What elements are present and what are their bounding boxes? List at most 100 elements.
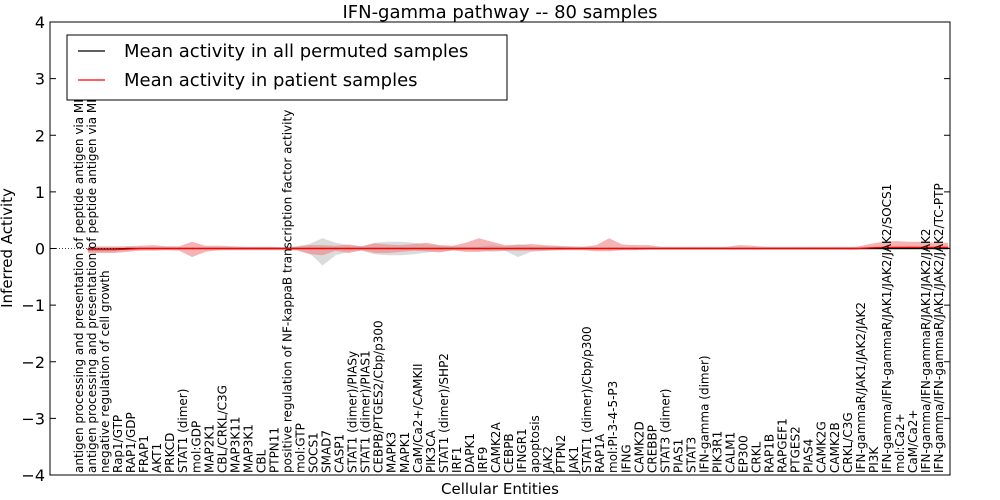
data-point [269,247,271,250]
x-tick-label: CBL [254,449,268,473]
x-tick-label: SOCS1 [307,432,321,473]
data-point [856,247,858,250]
x-tick-label: IFN-gamma/IFN-gammaR/JAK1/JAK2/JAK2 [919,228,933,473]
data-point [426,247,428,250]
data-point [660,247,662,250]
x-tick-label: RAP1B [763,434,777,473]
data-point [230,247,232,250]
entity-labels: antigen processing and presentation of p… [72,41,946,474]
data-point [634,247,636,250]
data-point [543,247,545,250]
data-point [243,247,245,250]
data-point [686,247,689,250]
x-tick-label: antigen processing and presentation of p… [72,44,86,473]
x-tick-label: PIAS1 [671,439,685,473]
data-point [478,247,480,250]
x-tick-label: DAPK1 [463,433,477,473]
x-tick-label: PRKCD [163,433,177,473]
data-point [738,247,741,250]
x-tick-label: Rap1/GTP [111,415,125,473]
y-tick-label: −4 [21,466,45,485]
data-point [621,247,623,250]
x-tick-label: MAP3K11 [228,416,242,473]
x-tick-label: JAK2 [541,446,555,474]
data-point [895,246,897,248]
x-tick-label: negative regulation of cell growth [98,270,112,473]
data-point [921,247,923,250]
data-point [817,247,819,250]
x-tick-label: CASP1 [333,434,347,473]
x-tick-label: positive regulation of NF-kappaB transcr… [281,110,295,473]
data-point [882,247,884,250]
x-tick-label: mol:GDP [189,421,203,473]
x-tick-label: STAT1 (dimer)/PIAS1 [359,350,373,473]
y-axis: −4 −3 −2 −1 0 1 2 3 4 [21,13,950,485]
x-tick-label: IFN-gamma/IFN-gammaR/JAK1/JAK2/JAK2/TC-P… [932,183,946,473]
data-point [908,246,910,248]
data-point [282,247,285,250]
data-point [647,247,649,250]
x-tick-label: IFN-gammaR/JAK1/JAK2/JAK2 [854,302,868,473]
x-tick-label: IFN-gamma/IFN-gammaR/JAK1/JAK2/JAK2/SOCS… [880,184,894,473]
y-tick-label: −3 [21,409,45,428]
legend-label-permuted: Mean activity in all permuted samples [124,41,468,62]
y-tick-label: 2 [35,126,45,145]
data-point [400,247,402,250]
data-point [569,247,571,250]
plot-frame [49,21,951,476]
band-permuted [88,238,948,266]
x-tick-label: mol:Ca2+ [893,413,907,473]
x-tick-label: AKT1 [150,443,164,473]
data-point [504,247,506,250]
y-tick-label: −1 [21,296,45,315]
x-tick-label: STAT1 (dimer)/PIASy [346,351,360,473]
x-tick-label: CaM/Ca2+ [906,409,920,473]
y-tick-label: 3 [35,70,45,89]
data-point [295,247,298,250]
data-point [387,247,389,250]
data-point [765,247,767,250]
chart-title: IFN-gamma pathway -- 80 samples [342,2,657,23]
x-tick-label: PIAS4 [802,439,816,473]
data-point [165,247,167,250]
y-tick-label: 1 [35,183,45,202]
x-tick-label: PTGES2 [789,426,803,473]
x-tick-label: CAMK2A [489,422,503,473]
legend-box [66,34,508,101]
data-point [934,247,936,250]
data-point [908,247,910,250]
series-lines [87,246,949,251]
data-point [921,246,923,248]
data-point [791,247,793,250]
data-point [191,247,193,250]
x-tick-label: IFN-gamma (dimer) [698,355,712,473]
data-point [751,247,754,250]
data-point [556,247,558,250]
x-tick-label: CREBBP [645,425,659,473]
data-point [895,247,897,250]
x-tick-label: MAPK1 [398,432,412,473]
data-point [126,248,128,250]
x-tick-label: IFNGR1 [515,428,529,473]
x-tick-label: STAT1 (dimer) [176,389,190,473]
x-tick-label: PTPN11 [268,427,282,473]
x-tick-label: STAT3 [684,437,698,473]
data-point [152,247,154,250]
x-tick-label: CEBPB/PTGES2/Cbp/p300 [372,320,386,473]
x-tick-label: STAT1 (dimer)/Cbp/p300 [580,326,594,473]
data-point [869,247,871,249]
x-tick-label: RAP1A [593,433,607,473]
x-tick-label: antigen processing and presentation of p… [85,41,99,473]
data-point [517,247,519,250]
x-tick-label: PIK3R1 [711,431,725,473]
x-tick-label: apoptosis [528,415,542,473]
x-tick-label: JAK1 [567,446,581,474]
data-point [882,246,884,248]
data-point [947,246,949,248]
legend: Mean activity in all permuted samples Me… [66,34,508,101]
band-patient [88,238,948,257]
data-point [439,247,441,250]
x-tick-label: mol:PI-3-4-5-P3 [606,381,620,473]
data-point [595,247,597,250]
